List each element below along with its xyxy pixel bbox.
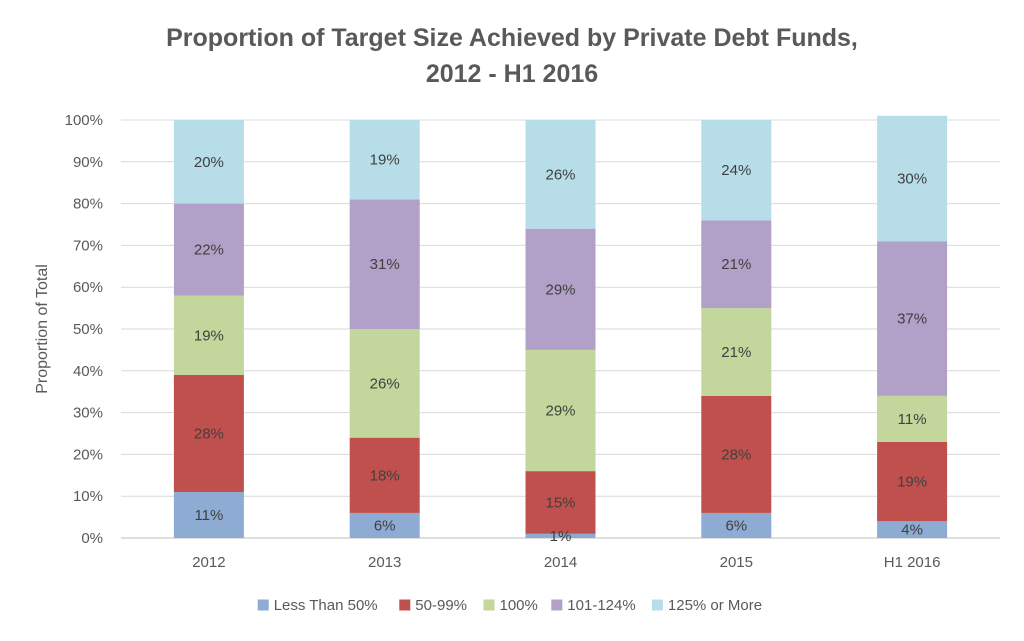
data-label: 11% [194,507,223,524]
bars [173,115,948,538]
bar-segment [525,349,596,472]
data-label: 11% [898,411,927,428]
y-axis-title: Proportion of Total [34,264,51,394]
data-label: 29% [545,281,575,298]
data-label: 24% [721,162,751,179]
legend: Less Than 50% 50-99% 100% 101-124% 125% or M… [257,597,762,614]
bar-segment [701,220,772,309]
bar-segment [173,492,244,538]
legend-label: 101-124% [567,597,635,614]
data-label: 21% [721,344,751,361]
data-label: 28% [194,426,224,443]
x-tick-label: 2015 [720,554,753,571]
x-axis-ticks: 2012 2013 2014 2015 H1 2016 [192,554,940,571]
data-label: 4% [901,522,923,539]
bar-segment [349,120,420,200]
data-label: 26% [545,166,575,183]
bar-segment [349,199,420,329]
data-label: 19% [370,152,400,169]
data-label: 28% [721,446,751,463]
data-label: 6% [374,517,396,534]
bar-segment [173,374,244,493]
data-label: 21% [721,256,751,273]
y-tick-label: 0% [81,530,103,547]
y-tick-label: 20% [73,446,103,463]
legend-swatch [651,599,663,611]
bar-segment [877,441,948,522]
bar-segment [701,512,772,538]
bar-segment [173,120,244,204]
bar-segment [349,512,420,538]
legend-label: 125% or More [668,597,762,614]
y-tick-label: 60% [73,279,103,296]
bar-segment [525,533,596,538]
data-label: 30% [897,171,927,188]
data-labels: 11% 28% 19% 22% 20% 6% 18% 26% 31% 19% 1% 15% 29% 29%… [194,152,927,545]
legend-swatch [257,599,269,611]
bar-segment [701,308,772,396]
bar-segment [349,437,420,513]
data-label: 18% [370,467,400,484]
y-tick-label: 40% [73,363,103,380]
data-label: 22% [194,242,224,259]
y-tick-label: 100% [65,112,103,129]
data-label: 31% [370,256,400,273]
legend-label: 50-99% [415,597,467,614]
bar-segment [173,203,244,296]
bar-segment [877,521,948,538]
data-label: 29% [545,403,575,420]
legend-swatch [551,599,563,611]
bar-segment [877,395,948,442]
legend-label: Less Than 50% [274,597,378,614]
bar-segment [525,228,596,350]
bar-segment [877,241,948,396]
x-tick-label: H1 2016 [884,554,941,571]
bar-segment [701,395,772,513]
data-label: 20% [194,154,224,171]
data-label: 1% [550,528,572,545]
bar-segment [525,471,596,534]
chart-title-line1: Proportion of Target Size Achieved by Pr… [166,24,858,52]
data-label: 15% [545,494,575,511]
data-label: 19% [194,327,224,344]
y-tick-label: 70% [73,237,103,254]
y-tick-label: 30% [73,405,103,422]
x-tick-label: 2014 [544,554,577,571]
chart-title-line2: 2012 - H1 2016 [426,60,598,88]
y-tick-label: 80% [73,196,103,213]
x-tick-label: 2012 [192,554,225,571]
legend-swatch [483,599,495,611]
legend-label: 100% [500,597,538,614]
data-label: 19% [897,474,927,491]
bar-segment [349,329,420,438]
y-axis-ticks: 0% 10% 20% 30% 40% 50% 60% 70% 80% 90% 100% [65,112,103,547]
data-label: 26% [370,375,400,392]
bar-segment [173,295,244,375]
data-label: 37% [897,311,927,328]
x-tick-label: 2013 [368,554,401,571]
y-tick-label: 50% [73,321,103,338]
legend-swatch [399,599,411,611]
y-tick-label: 10% [73,488,103,505]
bar-segment [701,120,772,221]
bar-segment [877,115,948,242]
bar-segment [525,120,596,229]
y-tick-label: 90% [73,154,103,171]
data-label: 6% [725,517,747,534]
